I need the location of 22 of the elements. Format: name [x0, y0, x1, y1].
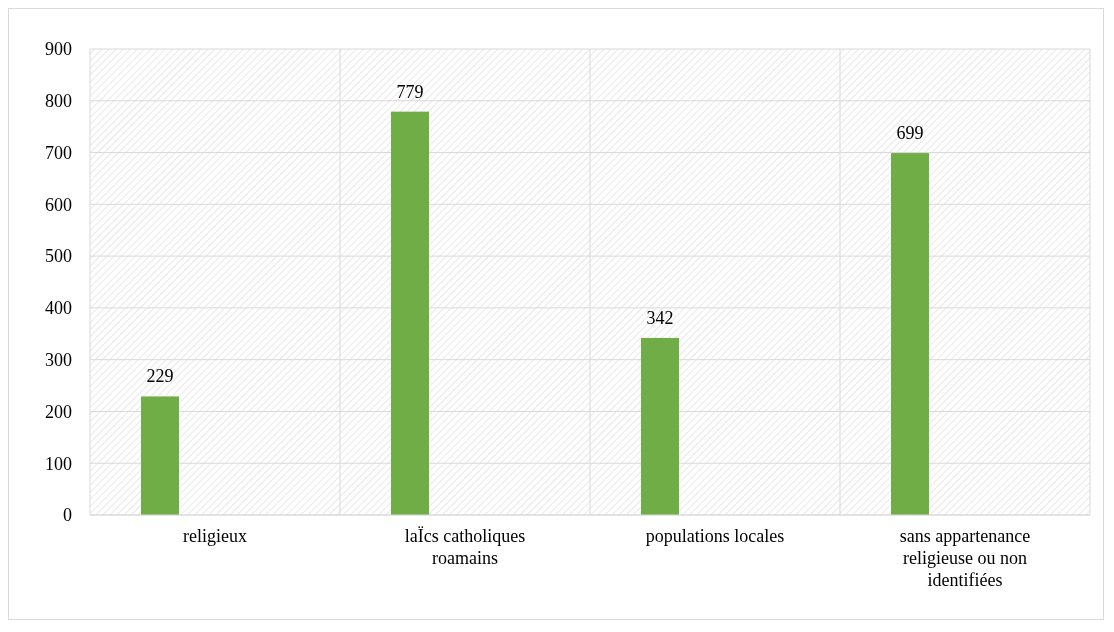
data-label: 699: [896, 123, 924, 144]
y-tick-label: 300: [45, 349, 72, 370]
data-label: 779: [396, 81, 424, 102]
y-tick-label: 900: [45, 39, 72, 60]
x-tick-label: populations locales: [645, 526, 785, 546]
y-tick-label: 100: [45, 453, 72, 474]
y-tick-label: 200: [45, 401, 72, 422]
x-tick-label: laÏcs catholiques roamains: [404, 526, 526, 568]
bar: [641, 337, 679, 515]
bar: [891, 153, 929, 515]
y-tick-label: 400: [45, 298, 72, 319]
y-tick-label: 500: [45, 246, 72, 267]
y-tick-label: 600: [45, 194, 72, 215]
x-tick-label: sans appartenance religieuse ou non identifiées: [899, 526, 1031, 590]
y-tick-label: 700: [45, 142, 72, 163]
data-label: 229: [146, 366, 174, 387]
data-label: 342: [646, 307, 674, 328]
x-tick-label: religieux: [183, 526, 247, 546]
y-tick-label: 800: [45, 91, 72, 112]
bar: [391, 111, 429, 515]
bar: [141, 396, 179, 515]
y-tick-label: 0: [63, 505, 72, 526]
